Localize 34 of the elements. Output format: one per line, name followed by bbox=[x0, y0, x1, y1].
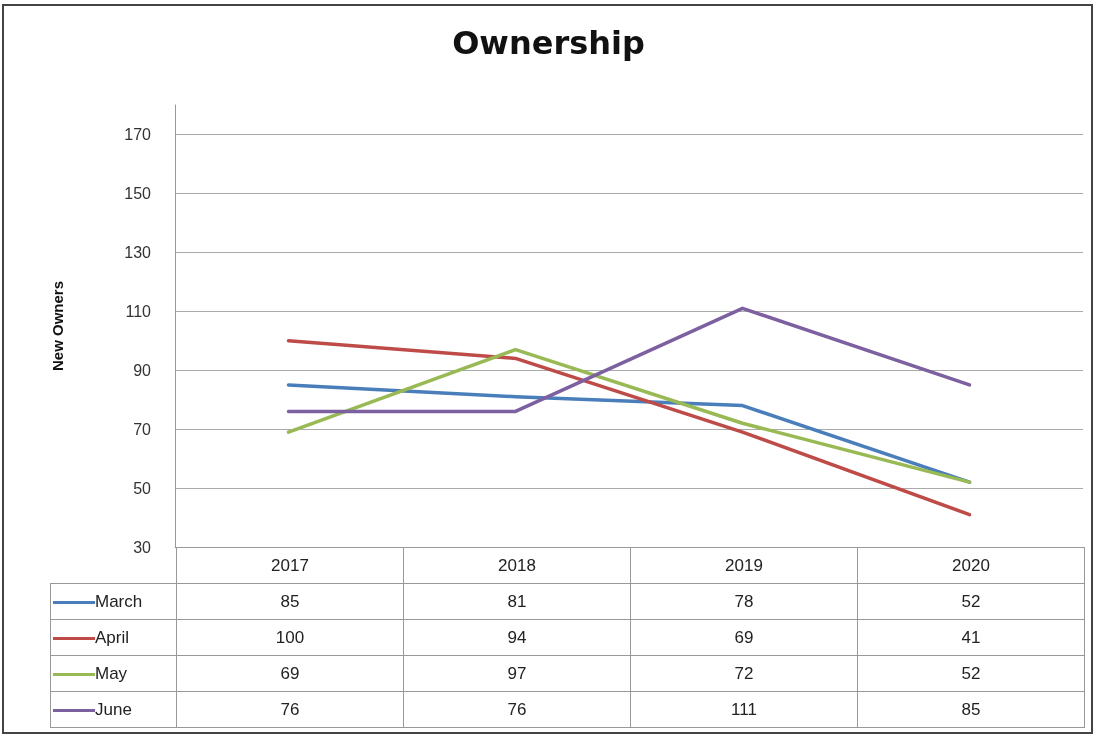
data-label: 94 bbox=[403, 619, 631, 656]
data-label: 69 bbox=[630, 619, 858, 656]
legend-label: March bbox=[50, 583, 177, 620]
data-label: 100 bbox=[176, 619, 404, 656]
data-label: 85 bbox=[176, 583, 404, 620]
data-label: 69 bbox=[176, 655, 404, 692]
data-label: 111 bbox=[630, 691, 858, 728]
data-label: 97 bbox=[403, 655, 631, 692]
x-tick-label: 2019 bbox=[630, 547, 858, 584]
y-tick-label: 150 bbox=[124, 184, 152, 202]
data-label: 52 bbox=[857, 583, 1085, 620]
x-tick-label: 2020 bbox=[857, 547, 1085, 584]
y-tick-label: 70 bbox=[133, 420, 152, 438]
y-tick-label: 50 bbox=[133, 479, 152, 497]
x-tick-label: 2017 bbox=[176, 547, 404, 584]
data-label: 52 bbox=[857, 655, 1085, 692]
chart-title: Ownership bbox=[452, 24, 645, 62]
y-tick-label: 90 bbox=[133, 361, 152, 379]
x-tick-label: 2018 bbox=[403, 547, 631, 584]
legend-label: May bbox=[50, 655, 177, 692]
legend-label: April bbox=[50, 619, 177, 656]
y-tick-label: 30 bbox=[133, 538, 152, 556]
data-label: 41 bbox=[857, 619, 1085, 656]
data-label: 76 bbox=[176, 691, 404, 728]
data-label: 81 bbox=[403, 583, 631, 620]
data-label: 85 bbox=[857, 691, 1085, 728]
y-axis-title: New Owners bbox=[49, 280, 66, 372]
y-tick-label: 110 bbox=[125, 302, 152, 320]
data-label: 78 bbox=[630, 583, 858, 620]
data-label: 76 bbox=[403, 691, 631, 728]
legend-label: June bbox=[50, 691, 177, 728]
y-tick-label: 170 bbox=[124, 125, 152, 143]
data-label: 72 bbox=[630, 655, 858, 692]
y-tick-label: 130 bbox=[124, 243, 152, 261]
